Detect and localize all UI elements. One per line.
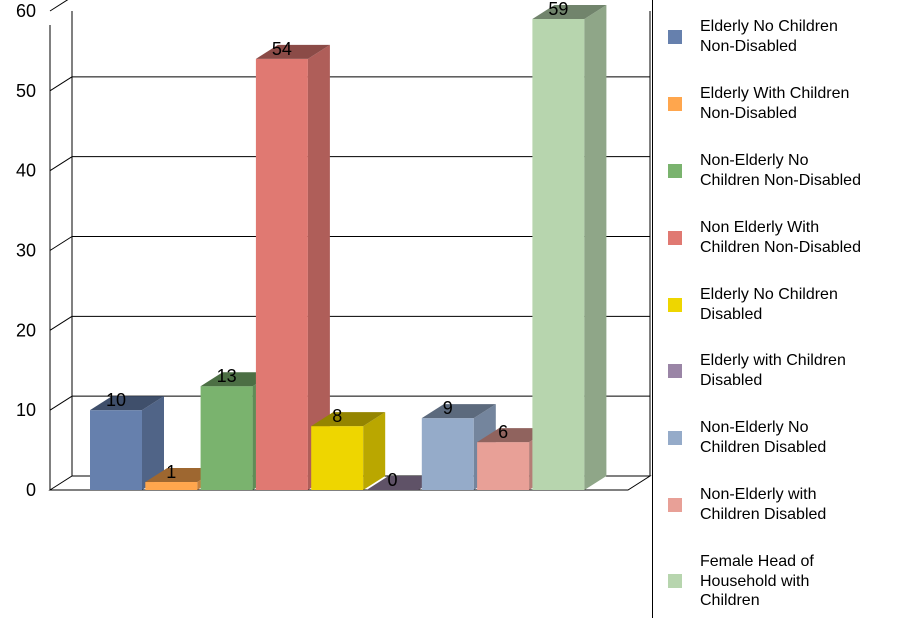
- y-axis-ticks: 0 10 20 30 40 50 60: [16, 1, 36, 500]
- bar: [255, 44, 330, 491]
- legend-divider: [652, 0, 653, 618]
- legend-label-line: Disabled: [700, 371, 763, 389]
- gridline-diagonal: [49, 76, 73, 92]
- legend-label: Non Elderly With Children Non-Disabled: [700, 218, 919, 257]
- chart-bars: [90, 4, 607, 491]
- legend-label-line: Children Non-Disabled: [700, 238, 861, 256]
- bar-side: [307, 44, 330, 491]
- legend-label: Elderly With Children Non-Disabled: [700, 84, 919, 123]
- legend-label-line: Disabled: [700, 305, 763, 323]
- bar-top: [90, 396, 164, 411]
- legend-swatch: [668, 297, 682, 312]
- legend-label: Elderly with Children Disabled: [700, 351, 919, 390]
- bar: [90, 396, 164, 490]
- bar-front: [145, 482, 198, 490]
- bar: [311, 412, 386, 490]
- data-label: 1: [166, 462, 176, 482]
- legend-swatch: [668, 230, 682, 245]
- gridline-diagonal: [49, 395, 73, 411]
- legend-label-line: Non-Elderly No: [700, 152, 809, 169]
- legend-swatch: [668, 430, 682, 445]
- data-label: 9: [443, 398, 453, 418]
- legend-label-line: Household with: [700, 572, 810, 590]
- bar-top: [255, 44, 330, 59]
- bar-front: [255, 58, 308, 491]
- legend-label: Elderly No Children Non-Disabled: [700, 17, 919, 56]
- bar-front: [421, 418, 474, 490]
- bar: [532, 4, 607, 490]
- gridline-diagonal: [49, 156, 73, 172]
- y-tick-label: 30: [16, 241, 36, 261]
- legend-swatch: [668, 574, 682, 589]
- legend-label: Non-Elderly No Children Non-Disabled: [700, 151, 919, 190]
- legend-label: Female Head of Household with Children: [700, 552, 919, 611]
- legend-label-line: Non-Elderly with: [700, 486, 817, 503]
- gridline-diagonal: [49, 315, 73, 331]
- data-label: 59: [548, 0, 568, 19]
- legend-swatch: [668, 96, 682, 111]
- legend-label-line: Children Disabled: [700, 505, 827, 523]
- bar-front: [90, 410, 142, 490]
- y-tick-label: 0: [26, 480, 36, 500]
- legend-label-line: Non-Disabled: [700, 104, 797, 122]
- legend-swatch: [668, 163, 682, 178]
- legend-swatch: [668, 497, 682, 512]
- data-label: 6: [498, 422, 508, 442]
- legend-label-line: Elderly With Children: [700, 85, 850, 102]
- y-tick-label: 60: [16, 1, 36, 21]
- legend-label-line: Children: [700, 592, 760, 609]
- legend-swatch: [668, 363, 682, 378]
- bar-side: [584, 4, 607, 490]
- data-label: 8: [332, 406, 342, 426]
- gridline-diagonal: [49, 236, 73, 251]
- y-tick-label: 40: [16, 161, 36, 181]
- legend-label-line: Elderly with Children: [700, 352, 846, 369]
- bar-top: [311, 412, 386, 427]
- legend-label-line: Elderly No Children: [700, 18, 838, 35]
- gridline-diagonal: [49, 0, 69, 12]
- y-tick-label: 10: [16, 400, 36, 420]
- legend-label: Non-Elderly No Children Disabled: [700, 418, 919, 457]
- data-label: 54: [272, 39, 292, 59]
- legend-label: Elderly No Children Disabled: [700, 285, 919, 324]
- legend-label-line: Non Elderly With: [700, 219, 820, 236]
- data-label: 10: [106, 390, 126, 410]
- legend-label-line: Children Non-Disabled: [700, 171, 861, 189]
- legend-label-line: Elderly No Children: [700, 286, 838, 303]
- bar-front: [532, 18, 585, 490]
- data-label: 13: [217, 366, 237, 386]
- y-tick-label: 50: [16, 81, 36, 101]
- data-labels: 10 1 13 54 8 0 9 6 59: [106, 0, 568, 490]
- bar-top: [421, 404, 496, 419]
- bar-top: [532, 4, 607, 19]
- y-tick-label: 20: [16, 320, 36, 340]
- bar-side: [363, 412, 386, 490]
- legend-label-line: Non-Elderly No: [700, 419, 809, 436]
- legend-label-line: Children Disabled: [700, 438, 827, 456]
- bar-front: [200, 386, 253, 490]
- legend-label-line: Female Head of: [700, 553, 814, 570]
- bar-front: [311, 426, 364, 490]
- bar-front: [477, 442, 530, 490]
- bar-side: [142, 396, 164, 490]
- data-label: 0: [387, 470, 397, 490]
- legend-swatch: [668, 29, 682, 44]
- legend-label: Non-Elderly with Children Disabled: [700, 485, 919, 524]
- legend-label-line: Non-Disabled: [700, 37, 797, 55]
